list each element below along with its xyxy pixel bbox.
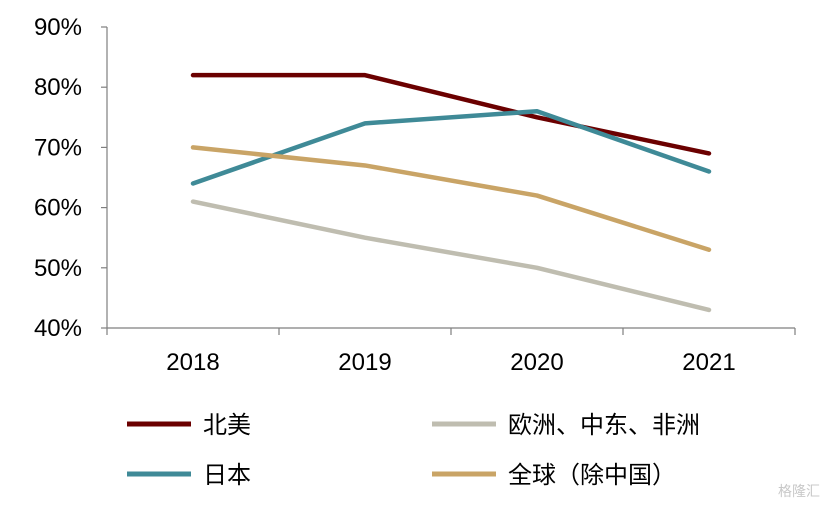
x-tick-label: 2021 <box>682 349 735 376</box>
series-line-1 <box>190 72 712 156</box>
y-tick-label: 90% <box>34 14 82 41</box>
x-tick-label: 2018 <box>166 349 219 376</box>
series-line-2 <box>190 199 712 313</box>
y-tick-label: 40% <box>34 315 82 342</box>
legend-label: 北美 <box>203 411 251 439</box>
x-tick-label: 2019 <box>338 349 391 376</box>
series-lines <box>190 72 712 313</box>
x-tick-label: 2020 <box>510 349 563 376</box>
series-line-4 <box>190 145 712 252</box>
x-tick-labels: 2018 2019 2020 2021 <box>166 349 735 376</box>
legend-label: 欧洲、中东、非洲 <box>508 411 700 439</box>
series-line-3 <box>190 109 712 186</box>
y-tick-label: 50% <box>34 255 82 282</box>
watermark: 格隆汇 <box>778 484 820 500</box>
y-tick-label: 60% <box>34 195 82 222</box>
legend-label: 日本 <box>203 461 251 489</box>
legend-label: 全球（除中国） <box>508 461 676 489</box>
y-tick-label: 80% <box>34 74 82 101</box>
axes <box>101 26 796 335</box>
y-tick-labels: 40% 50% 60% 70% 80% 90% <box>34 14 82 342</box>
y-tick-label: 70% <box>34 134 82 161</box>
